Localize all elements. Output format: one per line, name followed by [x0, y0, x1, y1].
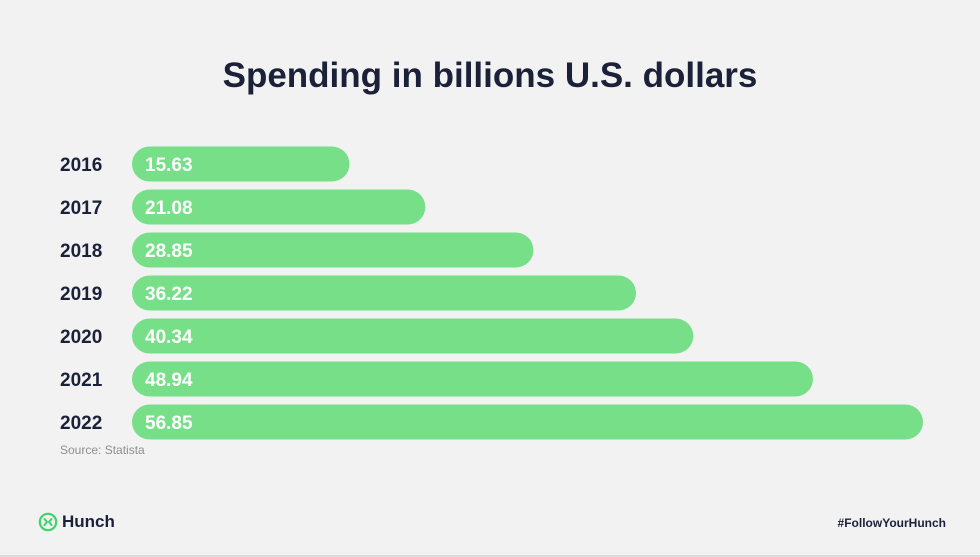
value-label-2017: 21.08: [145, 198, 193, 219]
brand-logo: Hunch: [38, 512, 115, 532]
category-label-2018: 2018: [60, 241, 102, 262]
hashtag: #FollowYourHunch: [837, 516, 946, 530]
bar-2019: [132, 275, 636, 311]
source-note: Source: Statista: [60, 443, 145, 457]
bar-2017: [132, 189, 426, 225]
category-label-2021: 2021: [60, 370, 103, 391]
category-label-2020: 2020: [60, 327, 102, 348]
value-label-2021: 48.94: [145, 370, 193, 391]
value-label-2018: 28.85: [145, 241, 193, 262]
hunch-logo-icon: [38, 512, 58, 532]
category-label-2019: 2019: [60, 284, 102, 305]
bar-2022: [132, 404, 923, 440]
category-label-2022: 2022: [60, 413, 102, 434]
brand-name: Hunch: [62, 512, 115, 531]
bottom-divider: [0, 555, 980, 557]
value-label-2022: 56.85: [145, 413, 193, 434]
value-label-2016: 15.63: [145, 155, 193, 176]
category-label-2017: 2017: [60, 198, 102, 219]
bar-2018: [132, 232, 534, 268]
bar-2016: [132, 146, 350, 182]
category-label-2016: 2016: [60, 155, 102, 176]
bar-2021: [132, 361, 813, 397]
value-label-2020: 40.34: [145, 327, 193, 348]
value-label-2019: 36.22: [145, 284, 193, 305]
bar-2020: [132, 318, 694, 354]
chart-title: Spending in billions U.S. dollars: [222, 56, 758, 95]
